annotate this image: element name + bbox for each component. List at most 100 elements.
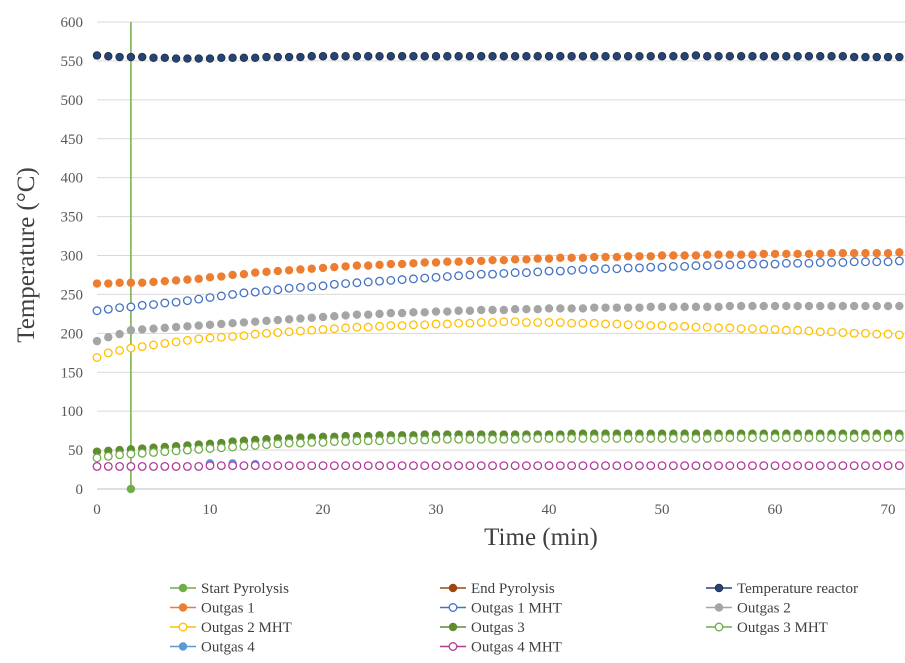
data-point: [330, 52, 339, 61]
data-point: [872, 257, 882, 267]
data-point: [522, 305, 531, 314]
x-tick-label: 30: [429, 502, 444, 518]
data-point: [793, 249, 802, 259]
data-point: [216, 443, 226, 453]
data-point: [182, 445, 192, 455]
data-point: [217, 272, 226, 281]
data-point: [318, 324, 328, 334]
data-point: [160, 323, 170, 333]
data-point: [634, 433, 644, 443]
data-point: [612, 264, 622, 274]
data-point: [318, 281, 328, 291]
data-point: [555, 317, 565, 327]
legend-marker: [178, 622, 188, 632]
data-point: [736, 52, 746, 61]
data-point: [646, 433, 656, 443]
data-point: [793, 52, 802, 61]
data-point: [183, 275, 192, 284]
data-point: [849, 52, 859, 62]
data-point: [499, 461, 509, 471]
data-point: [465, 461, 475, 471]
data-point: [431, 52, 441, 61]
data-point: [883, 301, 893, 311]
data-point: [442, 461, 452, 471]
data-point: [92, 353, 102, 362]
data-point: [578, 253, 588, 263]
data-point: [646, 461, 656, 471]
data-point: [510, 52, 520, 61]
data-point: [725, 433, 735, 443]
data-point: [431, 434, 441, 444]
data-point: [194, 294, 204, 304]
data-point: [408, 274, 418, 284]
data-point: [499, 305, 509, 315]
data-point: [872, 461, 882, 471]
data-point: [635, 52, 644, 61]
data-point: [228, 270, 237, 280]
data-point: [601, 461, 610, 471]
data-point: [488, 269, 497, 279]
data-point: [612, 303, 622, 312]
data-point: [578, 304, 588, 313]
data-point: [375, 461, 384, 471]
data-point: [646, 52, 655, 61]
y-tick-label: 550: [61, 54, 84, 70]
data-point: [431, 461, 441, 471]
data-point: [194, 334, 204, 344]
data-point: [442, 272, 452, 281]
data-point: [330, 262, 339, 272]
data-point: [363, 277, 373, 287]
data-point: [725, 250, 735, 259]
legend-label: Outgas 1 MHT: [471, 601, 562, 617]
data-point: [138, 278, 147, 287]
data-point: [623, 320, 633, 330]
data-point: [307, 325, 317, 335]
data-point: [160, 339, 170, 348]
data-point: [567, 265, 577, 275]
data-point: [375, 309, 384, 319]
data-point: [872, 248, 881, 258]
data-point: [318, 461, 328, 471]
data-point: [860, 257, 870, 267]
legend-marker: [178, 603, 188, 612]
data-point: [770, 52, 780, 61]
data-point: [849, 328, 859, 338]
data-point: [567, 433, 577, 443]
data-point: [216, 332, 226, 342]
data-point: [533, 305, 542, 314]
x-tick-label: 70: [881, 502, 896, 518]
data-point: [205, 293, 215, 302]
data-point: [408, 435, 418, 445]
data-point: [849, 248, 859, 258]
data-point: [420, 308, 429, 317]
data-point: [827, 433, 836, 443]
data-point: [556, 304, 565, 313]
data-point: [657, 52, 667, 61]
data-point: [420, 320, 430, 330]
data-point: [443, 307, 452, 316]
legend-marker: [714, 603, 724, 612]
data-point: [782, 301, 791, 311]
data-point: [465, 306, 475, 315]
data-point: [251, 317, 260, 326]
legend: Start Pyrolysis End Pyrolysis Temperature …: [170, 581, 858, 656]
data-point: [284, 315, 294, 324]
data-point: [137, 300, 147, 310]
data-point: [171, 322, 181, 332]
data-point: [703, 52, 712, 61]
data-point: [691, 322, 701, 332]
x-tick-label: 40: [542, 502, 557, 518]
data-point: [443, 52, 452, 61]
data-point: [714, 302, 723, 312]
data-point: [861, 301, 870, 311]
data-point: [815, 258, 825, 267]
data-point: [533, 461, 543, 471]
data-point: [228, 289, 238, 299]
data-point: [205, 461, 215, 471]
data-point: [861, 52, 870, 62]
data-point: [578, 265, 588, 274]
data-point: [228, 53, 237, 63]
data-point: [183, 322, 192, 331]
legend-label: Temperature reactor: [737, 581, 858, 597]
data-point: [657, 461, 667, 471]
